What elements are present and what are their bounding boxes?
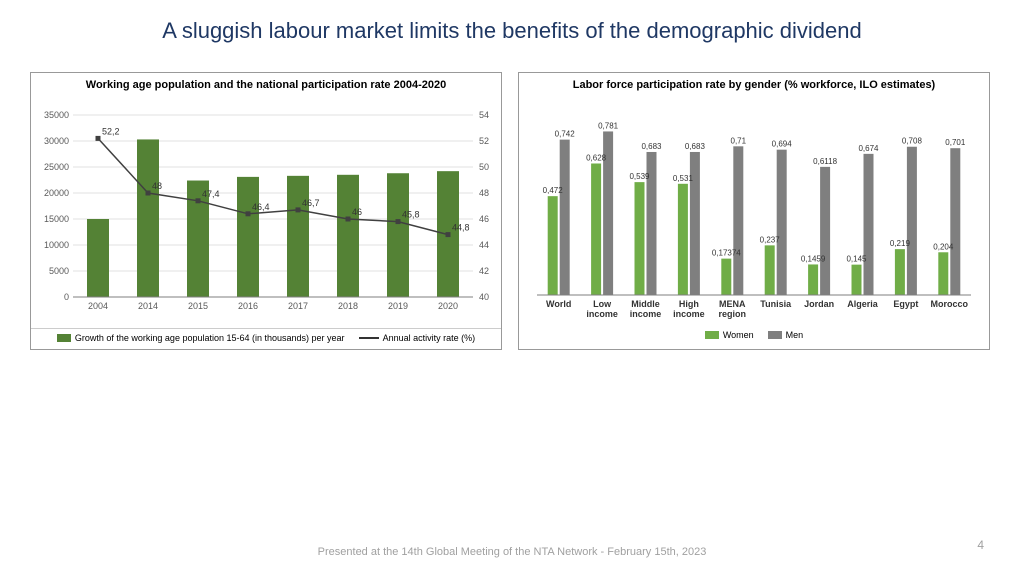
- svg-text:0,674: 0,674: [858, 144, 879, 153]
- svg-text:World: World: [546, 299, 571, 309]
- right-chart-svg: 0,4720,742World0,6280,781Lowincome0,5390…: [519, 95, 989, 321]
- right-chart: Labor force participation rate by gender…: [518, 72, 990, 350]
- svg-text:35000: 35000: [44, 110, 69, 120]
- svg-text:0,683: 0,683: [685, 142, 706, 151]
- svg-text:0,472: 0,472: [543, 186, 564, 195]
- svg-text:54: 54: [479, 110, 489, 120]
- svg-text:52: 52: [479, 136, 489, 146]
- page-number: 4: [977, 538, 984, 552]
- svg-text:44: 44: [479, 240, 489, 250]
- left-legend: Growth of the working age population 15-…: [31, 328, 501, 349]
- svg-text:0,708: 0,708: [902, 137, 923, 146]
- svg-text:0,71: 0,71: [731, 136, 747, 145]
- men-swatch-icon: [768, 331, 782, 339]
- svg-text:2015: 2015: [188, 301, 208, 311]
- legend-bar-label: Growth of the working age population 15-…: [75, 333, 345, 343]
- svg-text:Low: Low: [593, 299, 612, 309]
- svg-text:48: 48: [479, 188, 489, 198]
- svg-text:0,531: 0,531: [673, 174, 694, 183]
- slide-title: A sluggish labour market limits the bene…: [0, 0, 1024, 52]
- right-legend: Women Men: [519, 326, 989, 346]
- svg-text:2018: 2018: [338, 301, 358, 311]
- svg-text:2014: 2014: [138, 301, 158, 311]
- svg-text:Tunisia: Tunisia: [760, 299, 792, 309]
- svg-text:0: 0: [64, 292, 69, 302]
- svg-text:0,17374: 0,17374: [712, 249, 741, 258]
- footer-text: Presented at the 14th Global Meeting of …: [0, 546, 1024, 558]
- svg-text:0,6118: 0,6118: [813, 157, 837, 166]
- svg-text:0,237: 0,237: [760, 235, 781, 244]
- left-chart-svg: 0 5000 10000 15000 20000 25000 30000 35000 40 42 4…: [31, 95, 501, 323]
- svg-text:0,781: 0,781: [598, 121, 619, 130]
- svg-text:2004: 2004: [88, 301, 108, 311]
- svg-text:45,8: 45,8: [402, 210, 420, 220]
- svg-text:47,4: 47,4: [202, 189, 220, 199]
- svg-text:46,4: 46,4: [252, 202, 270, 212]
- svg-text:0,145: 0,145: [846, 255, 867, 264]
- svg-text:40: 40: [479, 292, 489, 302]
- svg-text:0,539: 0,539: [629, 172, 650, 181]
- svg-text:46,7: 46,7: [302, 198, 320, 208]
- svg-text:0,742: 0,742: [555, 130, 576, 139]
- svg-text:Algeria: Algeria: [847, 299, 879, 309]
- legend-line-label: Annual activity rate (%): [383, 333, 476, 343]
- svg-text:High: High: [679, 299, 699, 309]
- charts-container: Working age population and the national …: [0, 52, 1024, 350]
- svg-text:52,2: 52,2: [102, 126, 120, 136]
- svg-text:2019: 2019: [388, 301, 408, 311]
- svg-text:0,219: 0,219: [890, 239, 911, 248]
- svg-text:Jordan: Jordan: [804, 299, 834, 309]
- svg-text:46: 46: [352, 207, 362, 217]
- left-chart: Working age population and the national …: [30, 72, 502, 350]
- svg-text:25000: 25000: [44, 162, 69, 172]
- svg-text:2017: 2017: [288, 301, 308, 311]
- svg-text:0,694: 0,694: [772, 140, 793, 149]
- svg-text:income: income: [630, 309, 662, 319]
- svg-text:region: region: [719, 309, 747, 319]
- svg-text:Egypt: Egypt: [893, 299, 918, 309]
- svg-text:5000: 5000: [49, 266, 69, 276]
- svg-text:2016: 2016: [238, 301, 258, 311]
- svg-text:0,701: 0,701: [945, 138, 966, 147]
- women-swatch-icon: [705, 331, 719, 339]
- svg-text:30000: 30000: [44, 136, 69, 146]
- left-chart-title: Working age population and the national …: [31, 73, 501, 95]
- svg-text:0,204: 0,204: [933, 242, 954, 251]
- svg-text:15000: 15000: [44, 214, 69, 224]
- legend-women-label: Women: [723, 330, 754, 340]
- right-chart-title: Labor force participation rate by gender…: [519, 73, 989, 95]
- svg-text:20000: 20000: [44, 188, 69, 198]
- svg-text:48: 48: [152, 181, 162, 191]
- svg-text:10000: 10000: [44, 240, 69, 250]
- svg-text:Middle: Middle: [631, 299, 660, 309]
- bar-swatch-icon: [57, 334, 71, 342]
- svg-text:2020: 2020: [438, 301, 458, 311]
- legend-men-label: Men: [786, 330, 804, 340]
- svg-text:0,1459: 0,1459: [801, 254, 826, 263]
- svg-text:MENA: MENA: [719, 299, 746, 309]
- svg-text:Morocco: Morocco: [931, 299, 969, 309]
- svg-text:0,683: 0,683: [641, 142, 662, 151]
- svg-text:income: income: [586, 309, 618, 319]
- svg-text:42: 42: [479, 266, 489, 276]
- svg-text:0,628: 0,628: [586, 153, 607, 162]
- svg-text:44,8: 44,8: [452, 223, 470, 233]
- svg-text:income: income: [673, 309, 705, 319]
- svg-text:46: 46: [479, 214, 489, 224]
- line-swatch-icon: [359, 337, 379, 339]
- svg-text:50: 50: [479, 162, 489, 172]
